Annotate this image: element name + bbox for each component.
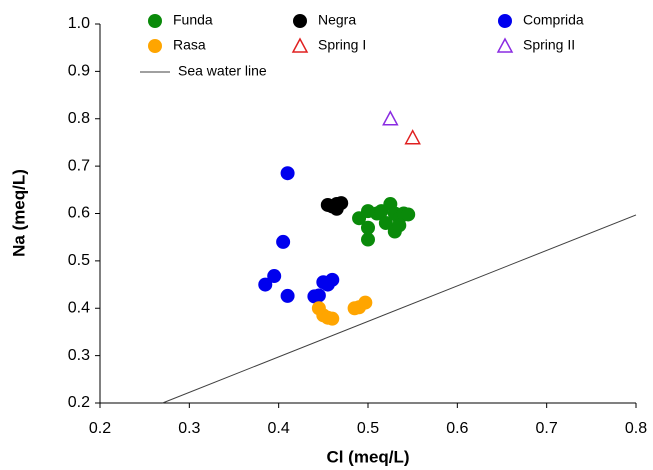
point <box>382 110 399 126</box>
point <box>329 197 344 212</box>
y-tick-label: 0.2 <box>68 394 90 411</box>
x-tick-label: 0.7 <box>536 420 558 437</box>
y-axis-label: Na (meq/L) <box>9 169 28 257</box>
legend-marker <box>291 37 309 53</box>
y-tick-label: 1.0 <box>68 15 90 32</box>
point <box>404 129 421 145</box>
y-tick-label: 0.3 <box>68 347 90 364</box>
y-tick-label: 0.8 <box>68 110 90 127</box>
point <box>280 288 295 303</box>
legend-marker <box>148 39 162 53</box>
x-tick-label: 0.3 <box>178 420 200 437</box>
point <box>325 311 340 326</box>
x-tick-label: 0.5 <box>357 420 379 437</box>
point <box>378 215 393 230</box>
point <box>392 218 407 233</box>
x-tick-label: 0.6 <box>446 420 468 437</box>
x-axis-label: Cl (meq/L) <box>326 447 409 466</box>
legend-label: Negra <box>318 12 356 28</box>
point <box>358 295 373 310</box>
y-tick-label: 0.6 <box>68 205 90 222</box>
point <box>276 234 291 249</box>
point <box>325 272 340 287</box>
point <box>361 232 375 247</box>
point <box>258 277 273 292</box>
legend-label: Sea water line <box>178 63 267 79</box>
point <box>267 269 282 284</box>
legend-label: Spring I <box>318 37 366 53</box>
legend-label: Rasa <box>173 37 206 53</box>
legend-label: Spring II <box>523 37 575 53</box>
legend-marker <box>148 14 162 28</box>
sea-water-line <box>162 214 637 404</box>
x-tick-label: 0.8 <box>625 420 647 437</box>
legend-marker <box>496 37 514 53</box>
y-tick-label: 0.7 <box>68 157 90 174</box>
point <box>361 220 375 235</box>
x-tick-label: 0.2 <box>89 420 111 437</box>
legend-label: Funda <box>173 12 213 28</box>
legend-marker <box>293 14 307 28</box>
y-tick-label: 0.4 <box>68 299 90 316</box>
x-tick-label: 0.4 <box>268 420 290 437</box>
point <box>311 288 326 303</box>
legend-marker <box>498 14 512 28</box>
legend-label: Comprida <box>523 12 584 28</box>
y-tick-label: 0.5 <box>68 252 90 269</box>
point <box>280 166 295 181</box>
point <box>401 207 416 222</box>
y-tick-label: 0.9 <box>68 63 90 80</box>
